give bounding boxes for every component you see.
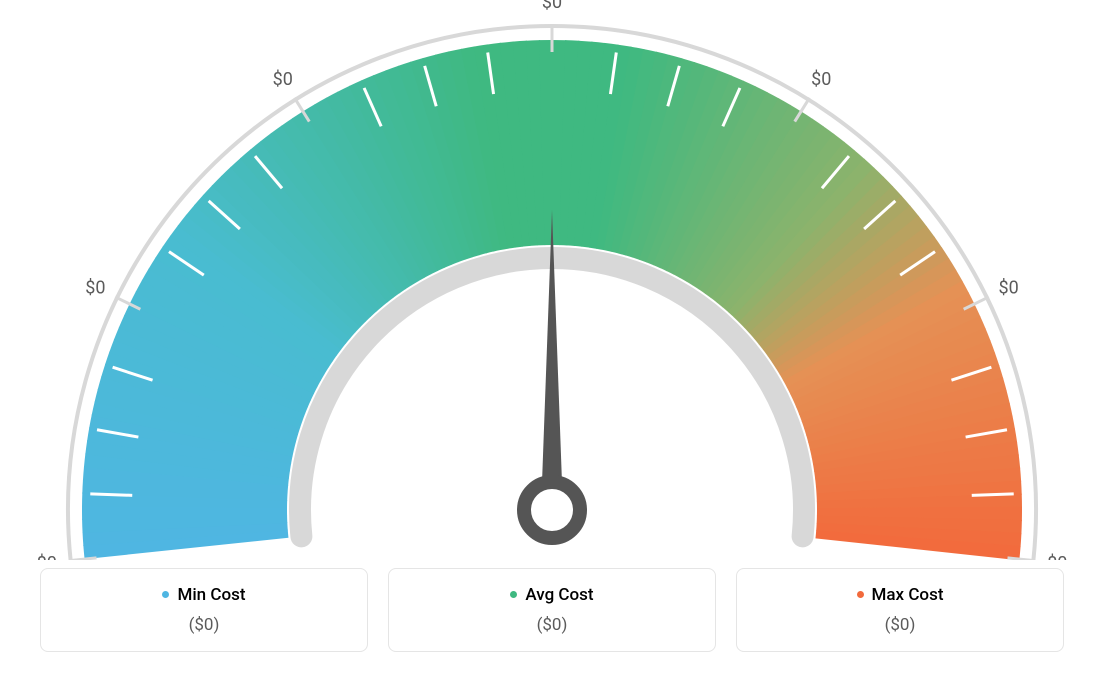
legend-value-avg: ($0) bbox=[399, 615, 705, 635]
svg-text:$0: $0 bbox=[37, 553, 57, 560]
gauge-svg: $0 $0 $0 $0 $0 $0 $0 bbox=[0, 0, 1104, 560]
bullet-max-icon bbox=[857, 591, 864, 598]
legend-title-avg: Avg Cost bbox=[510, 585, 593, 605]
legend-value-min: ($0) bbox=[51, 615, 357, 635]
bullet-min-icon bbox=[162, 591, 169, 598]
svg-text:$0: $0 bbox=[998, 277, 1018, 298]
svg-text:$0: $0 bbox=[542, 0, 562, 13]
legend-row: Min Cost ($0) Avg Cost ($0) Max Cost ($0… bbox=[0, 568, 1104, 652]
legend-card-min: Min Cost ($0) bbox=[40, 568, 368, 652]
legend-title-min: Min Cost bbox=[162, 585, 245, 605]
legend-title-max: Max Cost bbox=[857, 585, 944, 605]
svg-text:$0: $0 bbox=[273, 69, 293, 90]
bullet-avg-icon bbox=[510, 591, 517, 598]
svg-text:$0: $0 bbox=[85, 277, 105, 298]
svg-text:$0: $0 bbox=[1047, 553, 1067, 560]
legend-label-max: Max Cost bbox=[872, 585, 944, 605]
legend-value-max: ($0) bbox=[747, 615, 1053, 635]
svg-text:$0: $0 bbox=[811, 69, 831, 90]
gauge-chart: $0 $0 $0 $0 $0 $0 $0 bbox=[0, 0, 1104, 560]
legend-card-avg: Avg Cost ($0) bbox=[388, 568, 716, 652]
legend-card-max: Max Cost ($0) bbox=[736, 568, 1064, 652]
legend-label-min: Min Cost bbox=[177, 585, 245, 605]
legend-label-avg: Avg Cost bbox=[525, 585, 593, 605]
